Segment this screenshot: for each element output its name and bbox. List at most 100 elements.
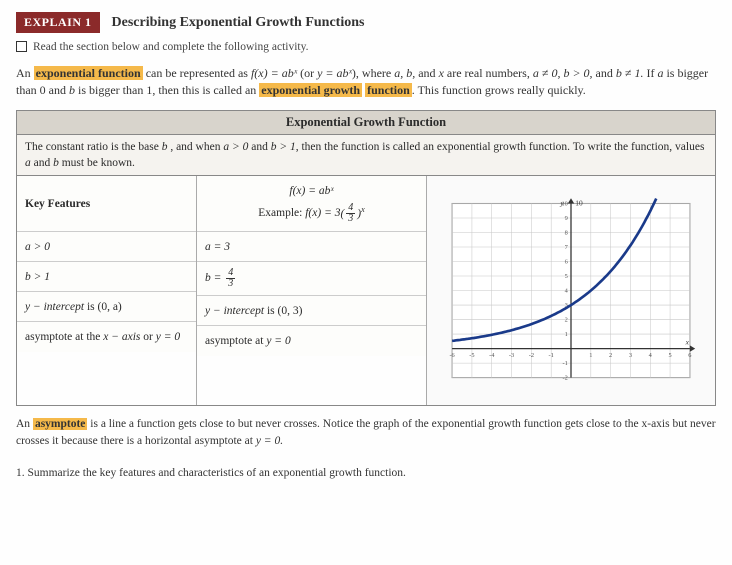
asymptote-paragraph: An asymptote is a line a function gets c… <box>16 416 716 448</box>
t: f(x) = 3 <box>305 208 340 220</box>
t: are real numbers, <box>444 66 533 80</box>
t: The constant ratio is the base <box>25 141 162 153</box>
intro-paragraph: An exponential function can be represent… <box>16 65 716 100</box>
page-title: Describing Exponential Growth Functions <box>112 13 365 33</box>
qtext: Summarize the key features and character… <box>25 467 406 479</box>
formula: f(x) = abˣ <box>289 183 333 199</box>
svg-text:-1: -1 <box>563 361 568 368</box>
row-a-ex: a = 3 <box>197 232 426 262</box>
t: is (0, a) <box>84 301 122 313</box>
cond: b ≠ 1. <box>616 66 644 80</box>
example-line: Example: f(x) = 3(43)x <box>258 203 364 224</box>
exponential-graph: -2-112345678910-6-5-4-3-2-112345610yx <box>433 182 709 399</box>
t: and <box>415 66 438 80</box>
checkbox-icon <box>16 41 27 52</box>
svg-text:2: 2 <box>565 317 568 324</box>
v: a > 0 <box>223 141 248 153</box>
v: b > 1 <box>271 141 296 153</box>
key-features-col: Key Features a > 0 b > 1 y − intercept i… <box>17 176 197 405</box>
svg-text:5: 5 <box>565 274 568 281</box>
row-yint-ex: y − intercept is (0, 3) <box>197 296 426 326</box>
row-b: b > 1 <box>17 262 196 292</box>
t: ), where <box>352 66 394 80</box>
t: If <box>643 66 657 80</box>
box-intro: The constant ratio is the base b , and w… <box>17 135 715 176</box>
t: asymptote at the <box>25 331 103 343</box>
frac-paren: (43)x <box>340 208 364 220</box>
svg-text:y: y <box>559 199 564 208</box>
t: y − intercept <box>25 301 84 313</box>
eq: y = 0. <box>256 435 283 447</box>
vars: a, b, <box>394 66 415 80</box>
example-col: f(x) = abˣ Example: f(x) = 3(43)x a = 3 … <box>197 176 427 405</box>
t: is a line a function gets close to but n… <box>16 418 716 446</box>
t: Example: <box>258 208 305 220</box>
t: is bigger than 1, then this is called an <box>75 83 259 97</box>
svg-text:2: 2 <box>609 352 612 359</box>
t: can be represented as <box>143 66 251 80</box>
svg-text:8: 8 <box>565 230 568 237</box>
t: and <box>248 141 270 153</box>
svg-text:7: 7 <box>565 245 568 252</box>
svg-text:3: 3 <box>629 352 632 359</box>
question-1: 1. Summarize the key features and charac… <box>16 465 716 481</box>
box-body: Key Features a > 0 b > 1 y − intercept i… <box>17 176 715 405</box>
svg-text:6: 6 <box>688 352 691 359</box>
t: must be known. <box>59 157 135 169</box>
t: b = <box>205 273 224 285</box>
highlight-growth: exponential growth <box>259 83 362 97</box>
t: a = 3 <box>205 239 230 255</box>
t: asymptote at <box>205 335 266 347</box>
subtitle-text: Read the section below and complete the … <box>33 39 309 55</box>
t: An <box>16 418 33 430</box>
t: Key Features <box>25 196 90 212</box>
svg-text:6: 6 <box>565 259 568 266</box>
t: y − intercept <box>205 305 264 317</box>
t: , then the function is called an exponen… <box>296 141 705 153</box>
svg-text:-5: -5 <box>469 352 474 359</box>
svg-text:-2: -2 <box>563 375 568 382</box>
svg-text:-1: -1 <box>549 352 554 359</box>
svg-text:-3: -3 <box>509 352 514 359</box>
t: and <box>31 157 53 169</box>
t: (or <box>297 66 317 80</box>
formula: y = abˣ <box>317 66 352 80</box>
svg-text:x: x <box>685 338 690 347</box>
t: , and when <box>167 141 223 153</box>
svg-text:10: 10 <box>575 199 583 208</box>
qnum: 1. <box>16 467 25 479</box>
row-yint: y − intercept is (0, a) <box>17 292 196 322</box>
svg-text:-4: -4 <box>489 352 495 359</box>
highlight-asymptote: asymptote <box>33 418 87 430</box>
t: and <box>593 66 616 80</box>
t: An <box>16 66 34 80</box>
t: y = 0 <box>266 335 290 347</box>
cond: a ≠ 0, b > 0, <box>533 66 593 80</box>
t: is (0, 3) <box>264 305 302 317</box>
svg-text:1: 1 <box>589 352 592 359</box>
svg-text:-6: -6 <box>449 352 454 359</box>
svg-text:1: 1 <box>565 332 568 339</box>
example-head: f(x) = abˣ Example: f(x) = 3(43)x <box>197 176 426 232</box>
row-asym-ex: asymptote at y = 0 <box>197 326 426 356</box>
svg-text:5: 5 <box>668 352 671 359</box>
svg-text:-2: -2 <box>529 352 534 359</box>
row-b-ex: b = 43 <box>197 262 426 296</box>
b-eq: b = 43 <box>205 268 237 289</box>
t: x − axis <box>103 331 140 343</box>
info-box: Exponential Growth Function The constant… <box>16 110 716 407</box>
highlight-exponential-function: exponential function <box>34 66 143 80</box>
t: y = 0 <box>156 331 180 343</box>
subtitle-row: Read the section below and complete the … <box>16 39 716 55</box>
highlight-function: function <box>365 83 412 97</box>
header-row: EXPLAIN 1 Describing Exponential Growth … <box>16 12 716 33</box>
row-asym: asymptote at the x − axis or y = 0 <box>17 322 196 352</box>
t: . This function grows really quickly. <box>412 83 586 97</box>
formula: f(x) = abˣ <box>251 66 297 80</box>
graph-col: -2-112345678910-6-5-4-3-2-112345610yx <box>427 176 715 405</box>
t: b > 1 <box>25 269 50 285</box>
svg-text:9: 9 <box>565 215 568 222</box>
key-features-head: Key Features <box>17 176 196 232</box>
explain-badge: EXPLAIN 1 <box>16 12 100 33</box>
t: or <box>140 331 155 343</box>
